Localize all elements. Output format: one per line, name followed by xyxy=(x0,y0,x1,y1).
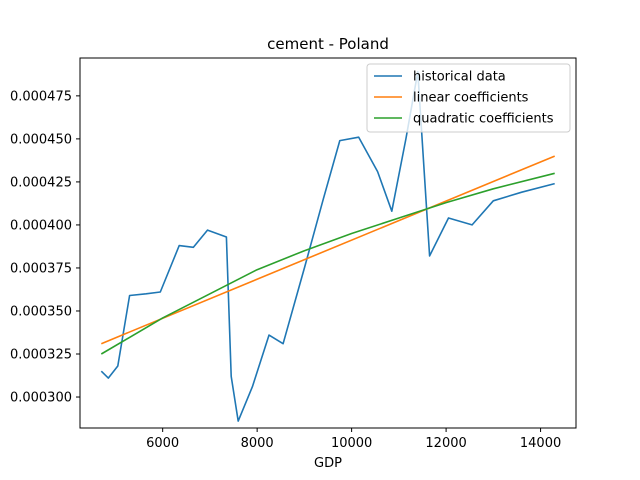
y-tick-label: 0.000475 xyxy=(10,89,72,104)
series-layer xyxy=(100,71,556,422)
y-tick-label: 0.000400 xyxy=(10,218,72,233)
x-tick-label: 10000 xyxy=(331,436,372,451)
plot-frame xyxy=(79,57,577,429)
x-tick-label: 12000 xyxy=(425,436,466,451)
series-line-0 xyxy=(100,71,555,422)
y-tick-label: 0.000450 xyxy=(10,132,72,147)
y-axis: 0.000300 0.000325 0.000350 0.000375 0.000400… xyxy=(10,89,80,406)
legend-label-0: historical data xyxy=(413,70,506,85)
series-line-2 xyxy=(100,172,555,355)
chart-title: cement - Poland xyxy=(267,35,389,53)
x-axis: 6000 8000 10000 12000 14000 xyxy=(146,428,561,451)
x-axis-label: GDP xyxy=(314,456,342,471)
x-tick-label: 8000 xyxy=(241,436,274,451)
y-tick-label: 0.000325 xyxy=(10,348,72,363)
series-line-1 xyxy=(100,155,556,345)
y-tick-label: 0.000425 xyxy=(10,175,72,190)
legend-box xyxy=(366,63,571,133)
y-tick-label: 0.000375 xyxy=(10,261,72,276)
legend: historical data linear coefficients quadra… xyxy=(366,63,571,133)
x-tick-label: 14000 xyxy=(520,436,561,451)
y-tick-label: 0.000300 xyxy=(10,391,72,406)
y-tick-label: 0.000350 xyxy=(10,304,72,319)
x-tick-label: 6000 xyxy=(146,436,179,451)
legend-label-2: quadratic coefficients xyxy=(413,112,554,127)
legend-label-1: linear coefficients xyxy=(413,91,529,106)
